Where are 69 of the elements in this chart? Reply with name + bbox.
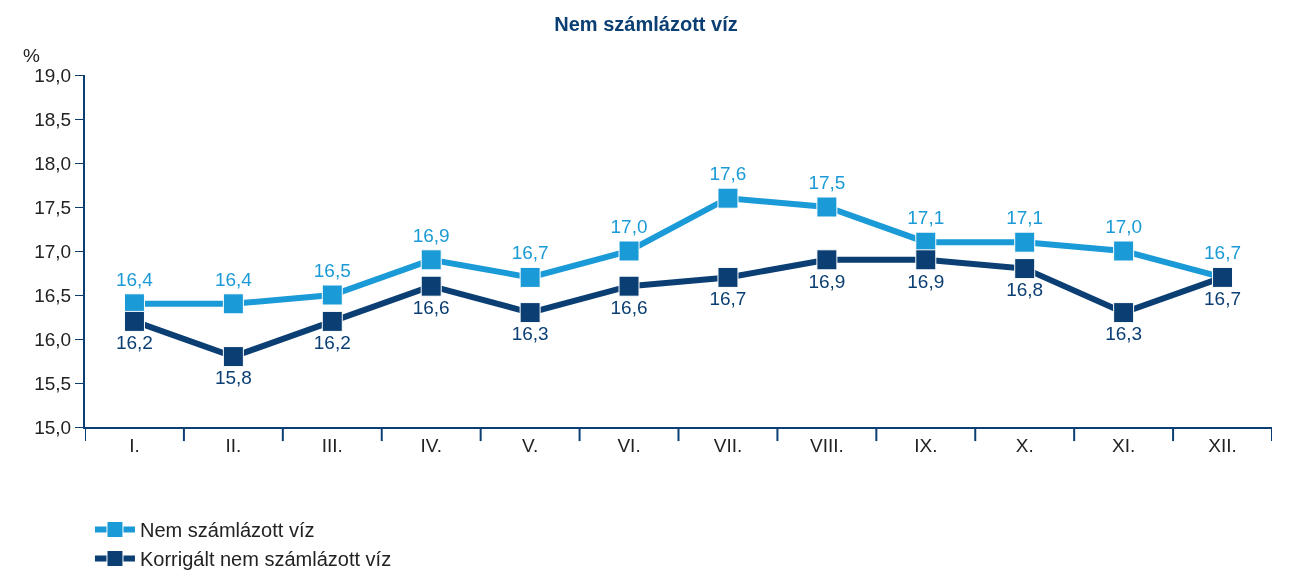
data-label: 16,5 [313, 259, 351, 281]
data-label: 16,7 [1204, 242, 1242, 264]
point [816, 196, 838, 218]
y-axis-title: % [23, 45, 40, 66]
data-label: 16,6 [610, 296, 648, 318]
point [618, 275, 640, 297]
data-label: 17,0 [1105, 215, 1143, 237]
point [618, 240, 640, 262]
data-label: 17,6 [709, 162, 747, 184]
data-label: 17,1 [907, 206, 945, 228]
x-tick-label: V. [522, 434, 539, 456]
data-label: 16,8 [1006, 279, 1044, 301]
legend-label: Korrigált nem számlázott víz [139, 548, 392, 571]
x-tick-label: IV. [420, 434, 442, 456]
data-label: 15,8 [214, 367, 252, 389]
data-label: 17,5 [808, 171, 846, 193]
y-tick-label: 19,0 [34, 64, 72, 86]
x-tick-label: III. [321, 434, 343, 456]
data-label: 16,2 [313, 332, 351, 354]
data-label: 16,2 [115, 332, 153, 354]
data-label: 16,4 [214, 268, 253, 290]
x-tick-label: XI. [1112, 434, 1136, 456]
y-tick-label: 18,0 [34, 152, 72, 174]
data-label: 16,3 [511, 323, 549, 345]
data-label: 16,6 [412, 296, 450, 318]
y-tick-label: 17,0 [34, 240, 72, 262]
data-label: 16,4 [115, 268, 154, 290]
x-tick-label: VII. [713, 434, 743, 456]
y-tick-label: 18,5 [34, 108, 72, 130]
data-label: 17,1 [1006, 206, 1044, 228]
point [717, 266, 739, 288]
data-label: 16,9 [412, 224, 450, 246]
y-tick-label: 17,5 [34, 196, 72, 218]
point [1113, 240, 1135, 262]
data-label: 16,7 [709, 288, 747, 310]
x-tick-label: VI. [617, 434, 641, 456]
point [222, 346, 244, 368]
x-tick-label: I. [129, 434, 140, 456]
data-label: 16,3 [1105, 323, 1143, 345]
point [1113, 302, 1135, 324]
point [519, 266, 541, 288]
y-tick-label: 15,5 [34, 372, 72, 394]
point [1014, 258, 1036, 280]
point [420, 275, 442, 297]
data-label: 17,0 [610, 215, 648, 237]
data-label: 16,7 [1204, 288, 1242, 310]
point [519, 302, 541, 324]
legend-label: Nem számlázott víz [139, 519, 315, 542]
x-tick-label: IX. [914, 434, 938, 456]
x-tick-label: II. [225, 434, 242, 456]
data-label: 16,9 [808, 270, 846, 292]
data-label: 16,7 [511, 242, 549, 264]
point [321, 310, 343, 332]
chart-title: Nem számlázott víz [554, 13, 738, 36]
point [915, 249, 937, 271]
point [321, 284, 343, 306]
x-tick-label: VIII. [809, 434, 844, 456]
point [123, 310, 145, 332]
point [816, 249, 838, 271]
point [420, 249, 442, 271]
point [222, 293, 244, 315]
x-tick-label: X. [1015, 434, 1034, 456]
data-label: 16,9 [907, 270, 945, 292]
point [1014, 231, 1036, 253]
y-tick-label: 16,0 [34, 328, 72, 350]
y-tick-label: 16,5 [34, 284, 72, 306]
point [717, 187, 739, 209]
x-tick-label: XII. [1208, 434, 1237, 456]
y-tick-label: 15,0 [34, 416, 72, 438]
